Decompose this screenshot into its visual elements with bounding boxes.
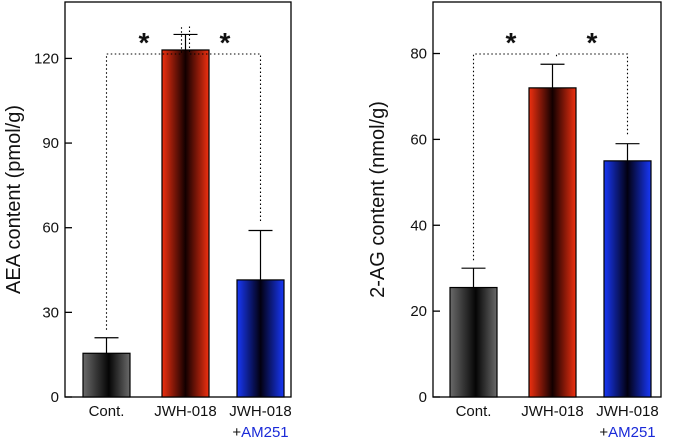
am251-label: AM251 — [608, 424, 656, 441]
y-tick-label: 120 — [34, 50, 59, 67]
bar-jwh018-am251 — [236, 279, 285, 398]
y-tick-label: 60 — [410, 131, 427, 148]
bar-jwh018-am251 — [603, 160, 652, 398]
bar-jwh018 — [528, 87, 577, 398]
category-label: JWH-018 — [229, 403, 292, 420]
y-axis-title: AEA content (pmol/g) — [3, 105, 25, 294]
category-label: JWH-018 — [596, 403, 659, 420]
bar-cont — [82, 352, 131, 398]
category-label-line2: +AM251 — [232, 424, 288, 441]
y-tick-label: 90 — [42, 135, 59, 152]
significance-bracket — [555, 53, 629, 136]
category-label: Cont. — [89, 403, 125, 420]
y-tick-label: 60 — [42, 220, 59, 237]
bar-cont — [449, 286, 498, 398]
y-tick-label: 30 — [42, 304, 59, 321]
significance-bracket — [105, 26, 183, 330]
category-label: JWH-018 — [521, 403, 584, 420]
y-tick-label: 0 — [51, 389, 59, 406]
y-tick-label: 40 — [410, 217, 427, 234]
y-tick-label: 20 — [410, 303, 427, 320]
significance-star: * — [220, 27, 231, 58]
y-tick-label: 80 — [410, 46, 427, 63]
significance-star: * — [506, 27, 517, 58]
y-axis-title: 2-AG content (nmol/g) — [367, 101, 389, 298]
category-label: Cont. — [456, 403, 492, 420]
two-ag-chart-panel: 0 20 40 60 80 2-AG content (nmol/g) Cont. JWH-0… — [367, 1, 662, 441]
y-tick-label: 0 — [419, 389, 427, 406]
category-label-line2: +AM251 — [599, 424, 655, 441]
category-label: JWH-018 — [154, 403, 217, 420]
bar-jwh018 — [161, 49, 210, 398]
significance-star: * — [587, 27, 598, 58]
am251-label: AM251 — [241, 424, 289, 441]
significance-star: * — [139, 27, 150, 58]
aea-chart-panel: 0 30 60 90 120 AEA content (pmol/g) Cont. JWH-0… — [3, 1, 292, 441]
